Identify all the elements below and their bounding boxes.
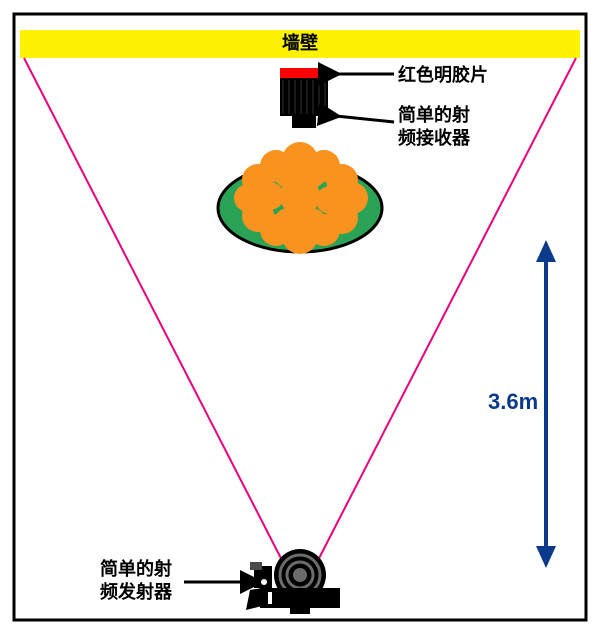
transmitter-label: 简单的射 频发射器 <box>100 558 172 603</box>
diagram-canvas: 墙壁 <box>0 0 600 634</box>
receiver-label: 简单的射 频接收器 <box>398 104 470 149</box>
distance-arrow-down <box>536 546 556 568</box>
distance-arrow-up <box>536 240 556 262</box>
distance-label: 3.6m <box>488 388 538 416</box>
distance-indicator <box>0 0 600 634</box>
gel-label: 红色明胶片 <box>398 64 488 87</box>
